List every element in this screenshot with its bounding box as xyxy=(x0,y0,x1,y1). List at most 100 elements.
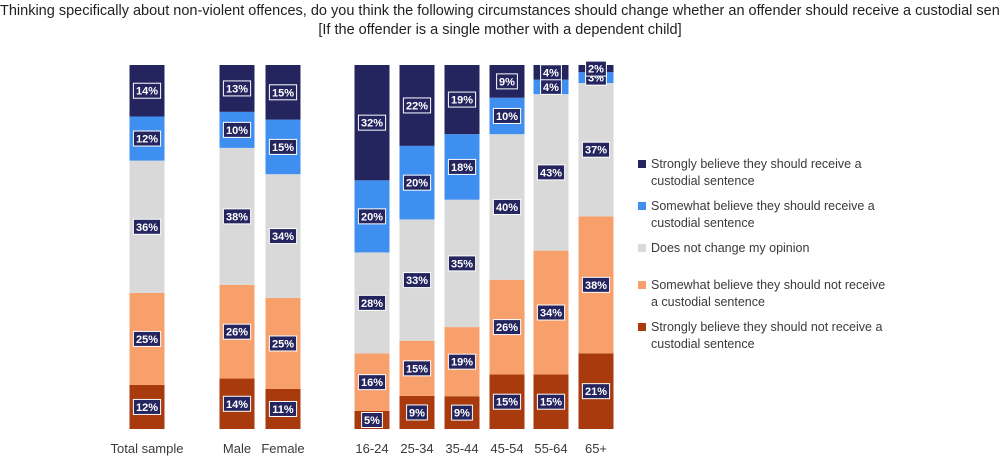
data-label-box xyxy=(496,73,518,90)
data-label-box xyxy=(357,294,387,311)
data-label-text: 34% xyxy=(272,231,294,243)
data-label-box xyxy=(492,198,522,215)
category-label-35-44: 35-44 xyxy=(445,441,478,456)
data-label-55-64-strongly-believe-they-should-not-receive-a-custodial-sentence: 15% xyxy=(536,393,566,410)
data-label-55-64-somewhat-believe-they-should-receive-a-custodial-sentence: 4% xyxy=(540,78,562,95)
data-label-text: 28% xyxy=(361,298,383,310)
data-label-text: 25% xyxy=(272,338,294,350)
data-label-box xyxy=(406,404,428,421)
data-label-text: 15% xyxy=(272,142,294,154)
data-label-text: 10% xyxy=(226,125,248,137)
data-label-box xyxy=(132,330,162,347)
legend-item-no-change: Does not change my opinion xyxy=(638,240,908,257)
data-label-male-somewhat-believe-they-should-not-receive-a-custodial-sentence: 26% xyxy=(222,323,252,340)
data-label-box xyxy=(132,82,162,99)
data-label-55-64-strongly-believe-they-should-receive-a-custodial-sentence: 4% xyxy=(540,64,562,81)
legend-label-line2: custodial sentence xyxy=(651,174,755,188)
data-label-total-sample-strongly-believe-they-should-receive-a-custodial-sentence: 14% xyxy=(132,82,162,99)
data-label-box xyxy=(447,91,477,108)
data-label-box xyxy=(222,80,252,97)
data-label-text: 2% xyxy=(588,64,604,76)
data-label-text: 16% xyxy=(361,377,383,389)
data-label-35-44-strongly-believe-they-should-not-receive-a-custodial-sentence: 9% xyxy=(451,404,473,421)
data-label-box xyxy=(492,319,522,336)
data-label-box xyxy=(536,304,566,321)
data-label-box xyxy=(581,141,611,158)
data-label-text: 20% xyxy=(406,178,428,190)
data-label-text: 26% xyxy=(496,322,518,334)
legend-swatch xyxy=(638,323,646,331)
chart-title: Thinking specifically about non-violent … xyxy=(0,3,1000,19)
legend: Strongly believe they should receive a c… xyxy=(638,156,908,353)
category-label-25-34: 25-34 xyxy=(400,441,433,456)
data-label-box xyxy=(581,383,611,400)
data-label-box xyxy=(268,228,298,245)
data-label-25-34-strongly-believe-they-should-receive-a-custodial-sentence: 22% xyxy=(402,97,432,114)
data-label-25-34-strongly-believe-they-should-not-receive-a-custodial-sentence: 9% xyxy=(406,404,428,421)
data-label-text: 14% xyxy=(226,399,248,411)
data-label-box xyxy=(357,114,387,131)
data-label-text: 34% xyxy=(540,308,562,320)
data-label-box xyxy=(402,360,432,377)
data-label-text: 35% xyxy=(451,258,473,270)
legend-label-line2: a custodial sentence xyxy=(651,295,765,309)
legend-swatch xyxy=(638,202,646,210)
data-label-65-strongly-believe-they-should-receive-a-custodial-sentence: 2% xyxy=(585,60,607,77)
legend-label-line1: Somewhat believe they should receive a xyxy=(651,199,875,213)
data-label-box xyxy=(447,255,477,272)
data-label-text: 15% xyxy=(496,397,518,409)
data-label-box xyxy=(357,374,387,391)
data-label-text: 13% xyxy=(226,83,248,95)
data-label-text: 14% xyxy=(136,86,158,98)
data-label-text: 15% xyxy=(540,397,562,409)
data-label-box xyxy=(536,164,566,181)
data-label-text: 26% xyxy=(226,327,248,339)
data-label-box xyxy=(222,121,252,138)
data-label-box xyxy=(132,218,162,235)
legend-label-line1: Does not change my opinion xyxy=(651,241,810,255)
data-label-text: 12% xyxy=(136,134,158,146)
category-label-female: Female xyxy=(261,441,304,456)
data-label-box xyxy=(361,411,383,428)
data-label-text: 36% xyxy=(136,222,158,234)
data-label-45-54-somewhat-believe-they-should-receive-a-custodial-sentence: 10% xyxy=(492,107,522,124)
data-label-box xyxy=(268,138,298,155)
data-label-65-does-not-change-my-opinion: 37% xyxy=(581,141,611,158)
legend-item-strongly-should: Strongly believe they should receive a c… xyxy=(638,156,908,190)
data-label-box xyxy=(402,97,432,114)
data-label-35-44-strongly-believe-they-should-receive-a-custodial-sentence: 19% xyxy=(447,91,477,108)
data-label-box xyxy=(402,272,432,289)
data-label-box xyxy=(222,395,252,412)
data-label-text: 21% xyxy=(585,386,607,398)
data-label-16-24-somewhat-believe-they-should-receive-a-custodial-sentence: 20% xyxy=(357,208,387,225)
data-label-female-somewhat-believe-they-should-not-receive-a-custodial-sentence: 25% xyxy=(268,335,298,352)
data-label-text: 22% xyxy=(406,100,428,112)
data-label-box xyxy=(492,393,522,410)
data-label-text: 38% xyxy=(226,211,248,223)
data-label-total-sample-does-not-change-my-opinion: 36% xyxy=(132,218,162,235)
data-label-total-sample-strongly-believe-they-should-not-receive-a-custodial-sentence: 12% xyxy=(132,398,162,415)
data-label-55-64-somewhat-believe-they-should-not-receive-a-custodial-sentence: 34% xyxy=(536,304,566,321)
data-label-box xyxy=(585,60,607,77)
data-label-male-strongly-believe-they-should-receive-a-custodial-sentence: 13% xyxy=(222,80,252,97)
data-label-16-24-does-not-change-my-opinion: 28% xyxy=(357,294,387,311)
legend-item-somewhat-should: Somewhat believe they should receive a c… xyxy=(638,198,908,232)
legend-item-somewhat-should-not: Somewhat believe they should not receive… xyxy=(638,277,908,311)
data-label-text: 10% xyxy=(496,111,518,123)
chart-subtitle: [If the offender is a single mother with… xyxy=(318,22,682,38)
data-label-text: 9% xyxy=(454,408,470,420)
data-label-female-does-not-change-my-opinion: 34% xyxy=(268,228,298,245)
data-label-text: 40% xyxy=(496,202,518,214)
legend-swatch xyxy=(638,244,646,252)
data-label-box xyxy=(451,404,473,421)
data-label-box xyxy=(492,107,522,124)
data-label-text: 38% xyxy=(585,280,607,292)
data-label-text: 32% xyxy=(361,118,383,130)
data-label-male-does-not-change-my-opinion: 38% xyxy=(222,208,252,225)
data-label-box xyxy=(268,84,298,101)
data-label-16-24-strongly-believe-they-should-not-receive-a-custodial-sentence: 5% xyxy=(361,411,383,428)
data-label-text: 5% xyxy=(364,415,380,427)
data-label-text: 19% xyxy=(451,357,473,369)
data-label-female-strongly-believe-they-should-receive-a-custodial-sentence: 15% xyxy=(268,84,298,101)
